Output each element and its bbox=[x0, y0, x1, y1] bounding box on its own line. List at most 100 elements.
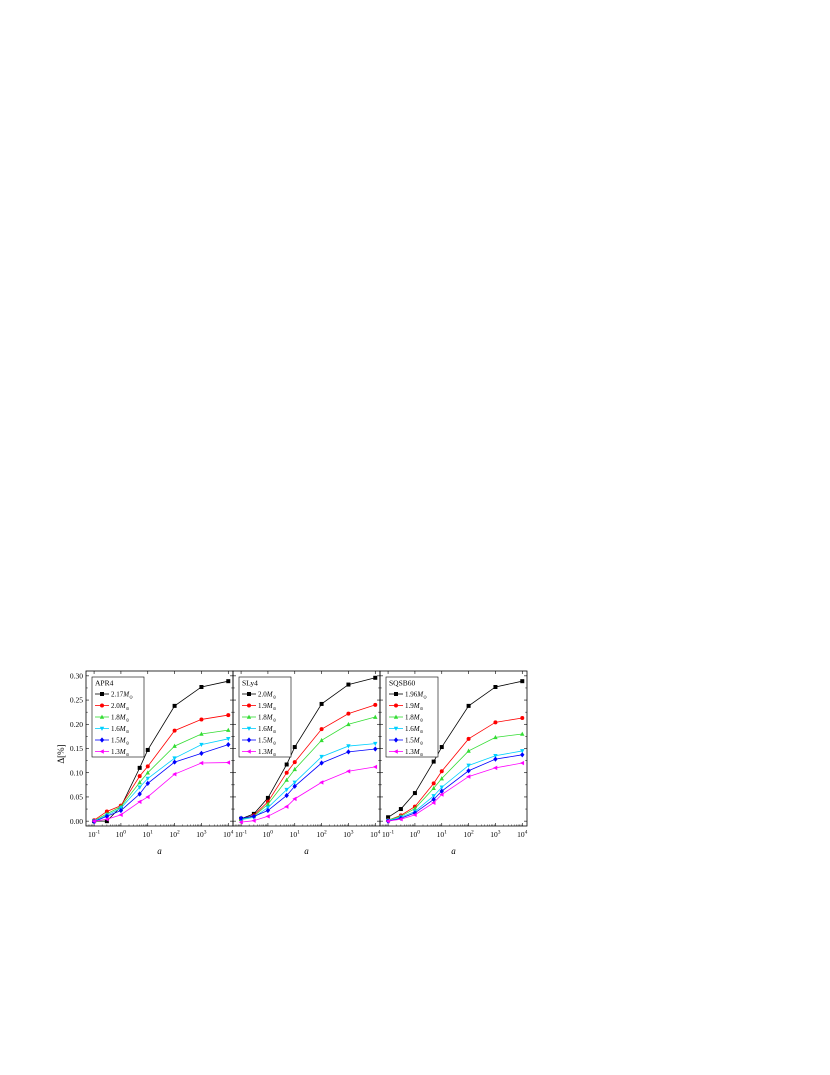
data-point bbox=[466, 736, 471, 741]
data-point bbox=[137, 791, 142, 797]
series-line bbox=[387, 717, 523, 821]
series-4 bbox=[91, 742, 231, 825]
series-line bbox=[93, 714, 229, 821]
data-point bbox=[372, 764, 378, 770]
data-point bbox=[265, 807, 271, 814]
series-line bbox=[241, 748, 376, 819]
data-point bbox=[137, 774, 142, 779]
y-tick-label: 0.20 bbox=[70, 720, 83, 729]
data-point bbox=[520, 715, 525, 720]
legend-entry: 2.0M⊙ bbox=[111, 702, 130, 711]
data-point bbox=[265, 814, 270, 819]
x-tick-label: 10-1 bbox=[382, 830, 394, 840]
x-tick-label: 102 bbox=[316, 830, 327, 840]
y-tick-label: 0.30 bbox=[70, 671, 83, 680]
series-line bbox=[240, 716, 376, 820]
data-point bbox=[412, 791, 417, 796]
data-point bbox=[172, 703, 177, 708]
data-point bbox=[284, 770, 289, 775]
x-axis-label: a bbox=[451, 846, 456, 856]
data-point bbox=[466, 703, 471, 708]
series-line bbox=[388, 762, 523, 822]
data-point bbox=[346, 682, 351, 687]
data-point bbox=[292, 780, 297, 785]
legend-marker bbox=[246, 749, 251, 754]
legend-entry: 1.6M⊙ bbox=[111, 725, 130, 734]
y-tick-label: 0.15 bbox=[70, 744, 83, 753]
y-tick-label: 0.05 bbox=[70, 793, 83, 802]
x-tick-label: 100 bbox=[263, 830, 274, 840]
data-point bbox=[466, 774, 471, 779]
legend-marker bbox=[393, 737, 399, 743]
x-tick-label: 103 bbox=[490, 830, 501, 840]
x-tick-label: 101 bbox=[290, 830, 301, 840]
legend-marker bbox=[246, 714, 252, 719]
data-point bbox=[104, 817, 109, 822]
data-point bbox=[439, 792, 444, 797]
data-point bbox=[520, 752, 525, 758]
data-point bbox=[137, 765, 142, 770]
data-point bbox=[145, 794, 150, 800]
legend-marker bbox=[394, 692, 398, 696]
legend-marker bbox=[393, 726, 399, 731]
data-point bbox=[172, 743, 177, 748]
x-tick-label: 103 bbox=[196, 830, 207, 840]
legend-entry: 1.8M⊙ bbox=[405, 714, 424, 723]
data-point bbox=[520, 749, 525, 754]
data-point bbox=[466, 763, 471, 768]
data-point bbox=[265, 795, 270, 800]
data-point bbox=[431, 785, 436, 791]
panel-title: SLy4 bbox=[242, 679, 258, 688]
data-point bbox=[493, 756, 498, 762]
data-point bbox=[238, 819, 243, 825]
data-point bbox=[137, 785, 142, 790]
data-point bbox=[398, 807, 403, 812]
data-point bbox=[346, 711, 351, 716]
data-point bbox=[145, 764, 150, 769]
legend-marker bbox=[394, 703, 398, 708]
data-point bbox=[226, 679, 231, 684]
data-point bbox=[493, 753, 498, 759]
legend-entry: 1.3M⊙ bbox=[258, 748, 277, 757]
x-tick-label: 100 bbox=[410, 830, 421, 840]
x-tick-label: 102 bbox=[463, 830, 474, 840]
data-point bbox=[385, 818, 390, 824]
series-line bbox=[93, 738, 229, 822]
series-line bbox=[387, 754, 523, 822]
x-tick-label: 104 bbox=[370, 830, 381, 840]
series-4 bbox=[385, 752, 525, 824]
x-tick-label: 101 bbox=[143, 830, 154, 840]
data-point bbox=[251, 818, 256, 823]
data-point bbox=[292, 766, 297, 772]
data-point bbox=[292, 760, 297, 765]
series-line bbox=[387, 733, 523, 821]
series-2 bbox=[238, 714, 378, 822]
data-point bbox=[386, 815, 391, 820]
data-point bbox=[373, 675, 378, 680]
data-point bbox=[225, 760, 231, 765]
data-point bbox=[265, 805, 271, 810]
data-point bbox=[199, 731, 204, 736]
data-point bbox=[118, 807, 124, 814]
data-point bbox=[319, 754, 324, 760]
x-tick-label: 103 bbox=[343, 830, 354, 840]
series-line bbox=[387, 750, 523, 822]
series-5 bbox=[91, 760, 231, 824]
data-point bbox=[346, 769, 351, 774]
data-point bbox=[319, 760, 324, 766]
legend-marker bbox=[247, 692, 251, 696]
legend-entry: 1.8M⊙ bbox=[111, 714, 130, 723]
data-point bbox=[118, 812, 123, 818]
data-point bbox=[226, 727, 231, 732]
data-point bbox=[412, 806, 418, 811]
legend-entry: 1.5M⊙ bbox=[258, 737, 277, 746]
data-point bbox=[238, 815, 244, 821]
data-point bbox=[292, 796, 297, 802]
legend-marker bbox=[393, 714, 399, 719]
panel-apr4: 0.00 0.05 0.10 0.15 0.20 0.25 0.30 10-1 100 101 10… bbox=[70, 670, 234, 856]
data-point bbox=[199, 760, 204, 766]
legend-marker bbox=[99, 737, 105, 743]
legend-entry: 1.5M⊙ bbox=[405, 737, 424, 746]
y-axis-label: Δ[%] bbox=[56, 744, 66, 763]
data-point bbox=[346, 721, 351, 727]
